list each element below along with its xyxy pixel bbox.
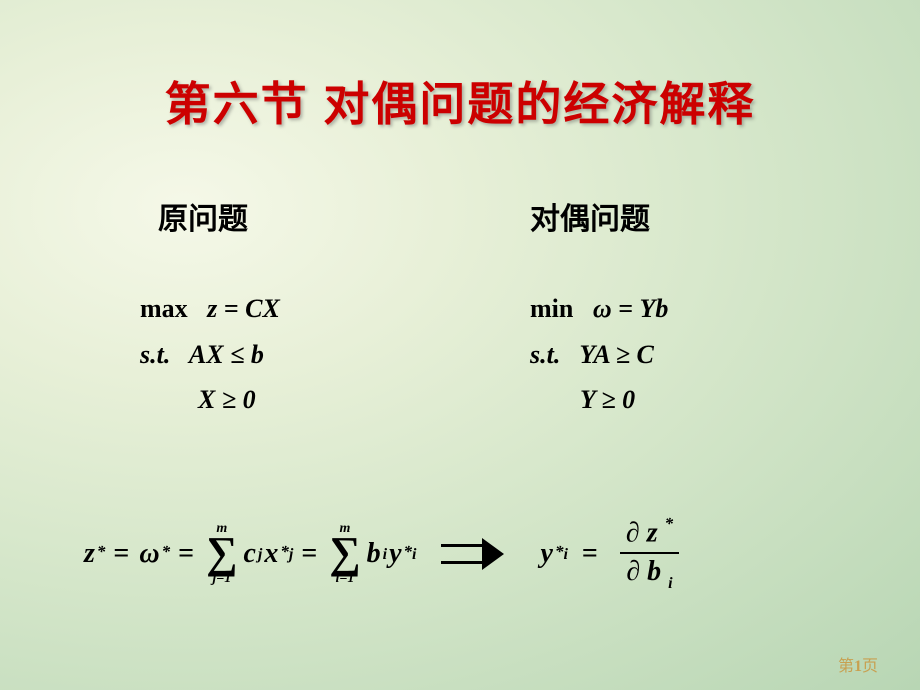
- slide-title: 第六节 对偶问题的经济解释: [0, 0, 920, 134]
- deriv-z: z: [647, 517, 658, 548]
- opt-y: y: [389, 538, 401, 570]
- deriv-y-star: *: [555, 542, 564, 562]
- dual-obj-eq: ω = Yb: [593, 294, 669, 323]
- dual-con2: Y ≥ 0: [580, 385, 635, 414]
- sum2-bot: i=1: [336, 572, 355, 586]
- opt-cj: j: [258, 546, 262, 564]
- opt-eq3: =: [301, 538, 317, 570]
- primal-con1: AX ≤ b: [189, 340, 264, 369]
- bottom-equation-row: z* = ω* = m ∑ j=1 cj x*j = m ∑ i=1 bi y*…: [0, 516, 920, 592]
- fraction: ∂ z * ∂ b i: [620, 516, 679, 592]
- deriv-z-star: *: [665, 514, 674, 533]
- dual-header: 对偶问题: [530, 194, 810, 238]
- opt-z: z: [84, 538, 95, 570]
- opt-xj: j: [289, 546, 293, 564]
- primal-obj-eq: z = CX: [207, 294, 280, 323]
- dual-constraint-1: s.t. YA ≥ C: [530, 332, 810, 378]
- dual-constraint-2: Y ≥ 0: [530, 377, 810, 423]
- opt-eq1: =: [113, 538, 129, 570]
- dual-equations: min ω = Yb s.t. YA ≥ C Y ≥ 0: [530, 286, 810, 423]
- deriv-b: b: [647, 556, 661, 587]
- opt-omega-star: *: [162, 542, 171, 562]
- deriv-y: y: [541, 538, 553, 570]
- page-number: 第1页: [838, 652, 878, 676]
- primal-equations: max z = CX s.t. AX ≤ b X ≥ 0: [140, 286, 460, 423]
- dual-obj-op: min: [530, 294, 573, 323]
- dual-st: s.t.: [530, 340, 560, 369]
- opt-eq2: =: [178, 538, 194, 570]
- dual-objective: min ω = Yb: [530, 286, 810, 332]
- opt-x: x: [264, 538, 278, 570]
- deriv-bi: i: [668, 575, 672, 592]
- optimality-equation: z* = ω* = m ∑ j=1 cj x*j = m ∑ i=1 bi y*…: [82, 522, 417, 585]
- primal-obj-op: max: [140, 294, 188, 323]
- primal-con2: X ≥ 0: [198, 385, 256, 414]
- primal-objective: max z = CX: [140, 286, 460, 332]
- deriv-yi: i: [563, 546, 567, 564]
- opt-x-star: *: [280, 542, 289, 562]
- sum2-icon: m ∑ i=1: [329, 522, 360, 585]
- opt-b: b: [367, 538, 381, 570]
- implies-arrow-icon: [441, 540, 501, 568]
- primal-column: 原问题 max z = CX s.t. AX ≤ b X ≥ 0: [140, 194, 460, 423]
- primal-st: s.t.: [140, 340, 170, 369]
- partial1: ∂: [626, 517, 640, 548]
- opt-yi: i: [412, 546, 416, 564]
- pager-suffix: 页: [862, 658, 878, 675]
- opt-y-star: *: [404, 542, 413, 562]
- primal-header: 原问题: [140, 194, 460, 238]
- sum1-bot: j=1: [212, 572, 231, 586]
- opt-c: c: [243, 538, 255, 570]
- fraction-line: [620, 552, 679, 554]
- derivative-equation: y *i = ∂ z * ∂ b i: [539, 516, 680, 592]
- dual-con1: YA ≥ C: [579, 340, 653, 369]
- columns-container: 原问题 max z = CX s.t. AX ≤ b X ≥ 0 对偶问题 mi…: [0, 134, 920, 423]
- opt-omega: ω: [139, 538, 159, 570]
- frac-denominator: ∂ b i: [620, 556, 678, 592]
- opt-bi: i: [383, 546, 387, 564]
- primal-constraint-1: s.t. AX ≤ b: [140, 332, 460, 378]
- dual-column: 对偶问题 min ω = Yb s.t. YA ≥ C Y ≥ 0: [530, 194, 810, 423]
- pager-prefix: 第: [838, 658, 854, 675]
- partial2: ∂: [626, 556, 640, 587]
- deriv-eq: =: [582, 538, 598, 570]
- opt-z-star: *: [97, 542, 106, 562]
- sum1-icon: m ∑ j=1: [206, 522, 237, 585]
- pager-num: 1: [854, 658, 862, 675]
- frac-numerator: ∂ z *: [620, 516, 679, 550]
- primal-constraint-2: X ≥ 0: [140, 377, 460, 423]
